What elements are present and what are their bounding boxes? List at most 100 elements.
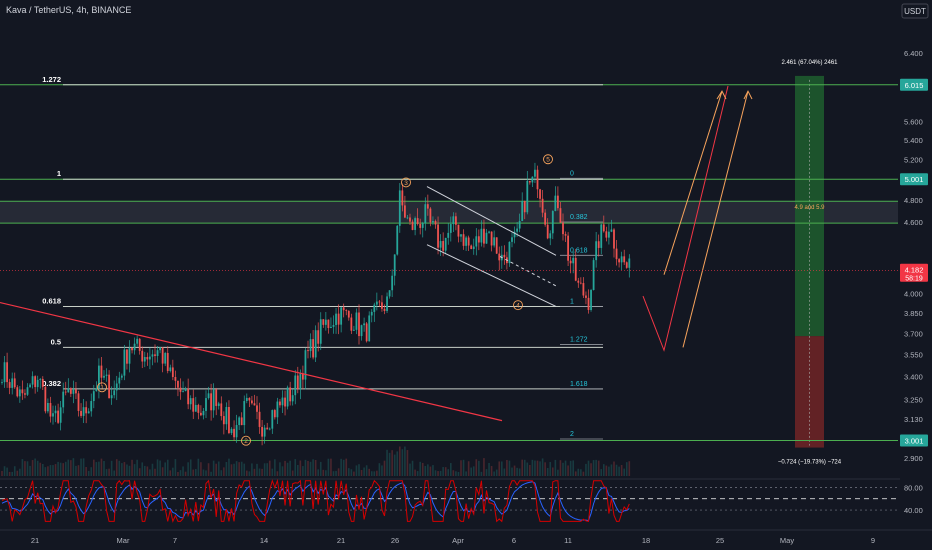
candle-body [467, 237, 470, 246]
candle-body [623, 256, 626, 263]
candle-body [569, 260, 572, 264]
drawings-layer[interactable]: 1 2 3 4 5 [0, 85, 898, 446]
price-tick: 6.400 [904, 49, 923, 58]
candle-body [36, 379, 39, 388]
candle-body [582, 283, 585, 296]
volume-bar [59, 462, 62, 476]
forecast-path-red[interactable] [642, 85, 729, 352]
volume-bar [246, 470, 248, 476]
volume-bar [197, 458, 200, 476]
price-axis[interactable]: 6.400 5.600 5.400 5.200 4.800 4.600 4.000 3.850… [900, 20, 932, 530]
candle-body [284, 397, 286, 407]
candle-body [493, 237, 496, 246]
volume-bar [605, 465, 608, 476]
channel-lower-line[interactable] [426, 244, 557, 307]
forecast-path-orange[interactable] [663, 91, 723, 275]
fib-levels-layer[interactable]: 1.272 1 0.618 0.5 0.382 0 0.382 0.618 1 1.272 1.61… [0, 75, 898, 442]
volume-bar [618, 466, 620, 476]
candle-body [95, 388, 98, 392]
fib-sub-label: 1 [570, 298, 574, 305]
volume-bar [552, 467, 554, 476]
candle-body [546, 224, 549, 239]
volume-bar [174, 459, 177, 476]
candle-body [217, 403, 220, 406]
fib-label: 1 [57, 169, 61, 178]
volume-bar [297, 464, 299, 476]
candle-body [455, 216, 457, 225]
candle-body [350, 317, 353, 331]
candle-body [600, 224, 603, 248]
volume-bar [353, 471, 355, 476]
candle-body [184, 388, 187, 392]
candle-body [628, 258, 631, 268]
candle-body [271, 410, 274, 429]
channel-mid-line[interactable] [499, 256, 557, 287]
level-tag[interactable] [900, 173, 928, 186]
volume-bar [189, 459, 192, 476]
forecast-path-orange-2[interactable] [682, 91, 749, 348]
level-tag[interactable] [900, 78, 928, 91]
time-tick: 14 [260, 536, 268, 545]
candle-body [238, 417, 241, 426]
candle-body [401, 190, 404, 206]
candle-body [210, 393, 212, 411]
candle-body [177, 380, 179, 388]
volume-bar [82, 458, 85, 476]
volume-bar [8, 471, 11, 476]
volume-bar [121, 463, 123, 476]
currency-badge[interactable] [901, 3, 929, 19]
volume-bar [391, 450, 393, 476]
price-tick: 3.850 [904, 309, 923, 318]
long-position-layer[interactable]: 2.461 (67.04%) 2461 −0.724 (−19.73%) −724… [778, 60, 842, 466]
downtrend-line[interactable] [0, 301, 503, 422]
volume-bar [437, 471, 439, 476]
candle-body [314, 330, 317, 358]
volume-bar [337, 468, 340, 476]
candle-body [567, 235, 569, 261]
candle-body [110, 395, 113, 399]
level-tag[interactable] [900, 434, 928, 447]
candle-body [281, 397, 284, 406]
volume-bar [536, 460, 539, 476]
volume-bar [567, 465, 569, 476]
volume-bar [549, 462, 552, 476]
volume-bar [393, 454, 396, 476]
volume-bar [225, 461, 228, 476]
volume-bar [358, 464, 360, 476]
volume-bar [161, 467, 164, 476]
wave-label-circle [97, 382, 107, 393]
candle-body [477, 236, 480, 243]
candle-body [69, 388, 72, 394]
volume-bar [523, 459, 526, 476]
candle-body [521, 201, 524, 222]
candle-body [317, 330, 320, 344]
volume-bar [401, 449, 404, 476]
volume-bar [212, 460, 215, 476]
candle-body [159, 347, 161, 351]
volume-bar [424, 465, 427, 476]
candle-body [409, 217, 411, 222]
candle-body [613, 229, 615, 249]
candle-body [307, 350, 309, 352]
last-price-tag[interactable] [900, 263, 928, 282]
volume-bar [144, 465, 146, 476]
candle-body [245, 397, 248, 402]
candle-body [103, 375, 105, 378]
channel-upper-line[interactable] [426, 186, 557, 256]
volume-bar [251, 463, 253, 476]
volume-bar [442, 467, 444, 476]
candle-body [302, 373, 304, 380]
candle-body [360, 325, 363, 337]
candle-body [138, 338, 141, 351]
volume-bar [501, 461, 503, 476]
candle-body [164, 352, 167, 364]
volume-bar [539, 461, 541, 476]
volume-bar [355, 465, 358, 476]
candle-body [253, 403, 256, 406]
volume-bar [6, 467, 8, 476]
time-axis[interactable]: 21 Mar 7 14 21 26 Apr 6 11 18 25 May 9 [0, 529, 932, 545]
candle-body [189, 398, 192, 405]
candle-body [460, 234, 462, 237]
